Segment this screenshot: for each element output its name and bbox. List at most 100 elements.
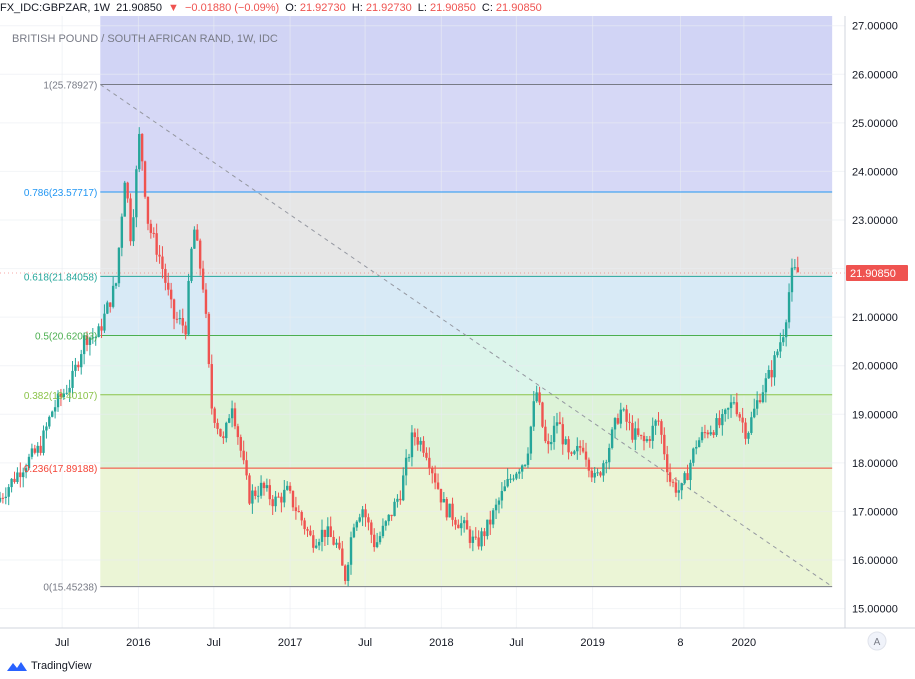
candle-body bbox=[111, 285, 115, 307]
symbol-label[interactable]: FX_IDC:GBPZAR, 1W bbox=[0, 2, 111, 14]
candle-body bbox=[767, 369, 770, 379]
time-tick-label: 2019 bbox=[580, 637, 604, 649]
candle bbox=[410, 425, 414, 467]
candle bbox=[216, 418, 219, 435]
candle-body bbox=[480, 531, 483, 547]
candle bbox=[674, 477, 678, 498]
candle bbox=[335, 538, 338, 548]
candle bbox=[198, 238, 202, 276]
candle-body bbox=[317, 541, 321, 546]
candle-body bbox=[297, 511, 300, 513]
candle bbox=[172, 298, 176, 330]
candle-body bbox=[564, 439, 567, 445]
candle bbox=[242, 440, 245, 465]
candle bbox=[320, 519, 324, 552]
candle-body bbox=[390, 514, 393, 517]
candle bbox=[294, 496, 298, 520]
candle bbox=[755, 391, 759, 416]
time-axis[interactable] bbox=[0, 627, 915, 656]
fib-level-label: 0.382(19.40107) bbox=[24, 391, 97, 402]
candle-body bbox=[715, 418, 718, 436]
candle-body bbox=[265, 485, 269, 489]
price-axis[interactable] bbox=[844, 16, 915, 628]
candle bbox=[787, 283, 791, 329]
candle bbox=[274, 491, 277, 512]
candle-body bbox=[558, 422, 562, 425]
candle-body bbox=[416, 437, 419, 445]
candle bbox=[776, 349, 779, 358]
candle-body bbox=[251, 490, 254, 504]
candle bbox=[454, 517, 457, 530]
candle bbox=[227, 414, 231, 424]
candle bbox=[503, 480, 506, 492]
candle-body bbox=[526, 453, 530, 465]
candle bbox=[33, 444, 37, 455]
candle-body bbox=[518, 471, 521, 474]
candle-body bbox=[117, 247, 121, 284]
candle bbox=[91, 327, 95, 344]
candle bbox=[344, 564, 347, 585]
candle-body bbox=[755, 400, 759, 409]
candle-body bbox=[19, 472, 22, 478]
candle-body bbox=[512, 478, 515, 480]
candle-body bbox=[680, 483, 683, 491]
trend-line[interactable] bbox=[100, 84, 833, 588]
low-label: L: bbox=[417, 2, 427, 14]
candle bbox=[520, 464, 524, 479]
candle bbox=[753, 398, 756, 419]
candle bbox=[703, 424, 707, 439]
candle bbox=[509, 474, 512, 484]
candle-body bbox=[216, 422, 219, 429]
candle bbox=[767, 365, 770, 379]
candle bbox=[773, 351, 776, 386]
candle bbox=[312, 530, 315, 553]
candle bbox=[489, 510, 492, 535]
auto-scale-label: A bbox=[874, 637, 881, 648]
candle bbox=[178, 309, 182, 325]
candle bbox=[65, 384, 68, 395]
candle-body bbox=[666, 454, 669, 473]
fib-lines[interactable] bbox=[100, 84, 833, 588]
open-value: 21.92730 bbox=[299, 2, 346, 14]
candle-body bbox=[33, 448, 37, 453]
candle-body bbox=[726, 408, 730, 410]
candle bbox=[103, 304, 106, 334]
candle-body bbox=[364, 509, 367, 518]
candle-body bbox=[770, 369, 773, 378]
candle-body bbox=[48, 416, 51, 427]
candle bbox=[677, 480, 681, 501]
open-label: O: bbox=[285, 2, 297, 14]
candle-body bbox=[198, 240, 202, 269]
candle-body bbox=[346, 564, 350, 581]
candle-body bbox=[375, 542, 379, 548]
candle-body bbox=[729, 402, 733, 409]
price-chart[interactable]: 1(25.78927) 0.786(23.57717) 0.618(21.84058… bbox=[0, 0, 915, 656]
candle bbox=[283, 479, 286, 508]
candle bbox=[544, 419, 547, 444]
candle bbox=[422, 436, 425, 457]
candle-body bbox=[158, 254, 161, 257]
candle bbox=[460, 515, 463, 536]
candle bbox=[570, 451, 573, 457]
candle-body bbox=[761, 392, 765, 403]
chart-title: BRITISH POUND / SOUTH AFRICAN RAND, 1W, … bbox=[12, 33, 278, 45]
candle-body bbox=[393, 501, 396, 517]
candle bbox=[431, 465, 434, 484]
candle bbox=[639, 434, 643, 440]
candle-body bbox=[367, 517, 370, 523]
candle-body bbox=[196, 229, 199, 241]
candle-body bbox=[738, 414, 741, 418]
candle-body bbox=[793, 267, 797, 269]
candle-body bbox=[773, 355, 776, 378]
fib-trend-line[interactable] bbox=[0, 84, 845, 588]
tradingview-logo[interactable]: TradingView bbox=[6, 660, 92, 672]
candle bbox=[370, 519, 373, 544]
candle bbox=[158, 245, 161, 264]
candle-body bbox=[27, 456, 31, 469]
candle-body bbox=[547, 441, 550, 445]
candle bbox=[53, 399, 57, 419]
candle-body bbox=[625, 409, 628, 422]
auto-scale-button[interactable]: A bbox=[867, 631, 887, 651]
candle-body bbox=[477, 537, 480, 547]
candle-body bbox=[201, 268, 205, 290]
